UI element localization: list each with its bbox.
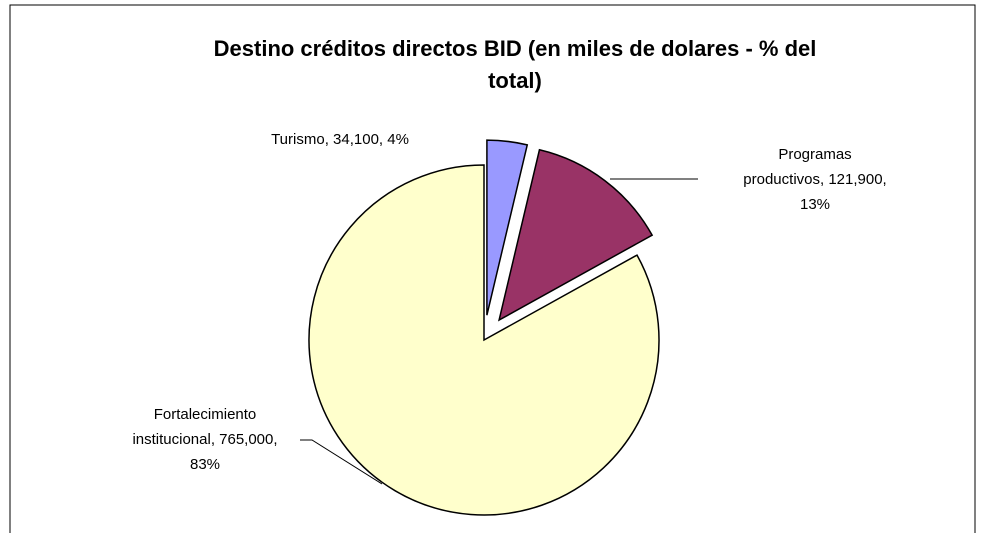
pie-slice (486, 139, 529, 316)
data-label: 13% (800, 196, 830, 213)
chart-title: Destino créditos directos BID (en miles … (214, 36, 817, 61)
pie-slice (497, 148, 654, 322)
data-label: Turismo, 34,100, 4% (271, 131, 409, 148)
data-label: Fortalecimiento (154, 406, 257, 423)
data-label: institucional, 765,000, (132, 431, 277, 448)
chart-title: total) (488, 68, 542, 93)
leader-line (300, 439, 383, 485)
data-label: Programas (778, 146, 851, 163)
pie-slice (308, 164, 660, 516)
data-label: 83% (190, 456, 220, 473)
data-label: productivos, 121,900, (743, 171, 886, 188)
chart-frame (9, 4, 976, 533)
